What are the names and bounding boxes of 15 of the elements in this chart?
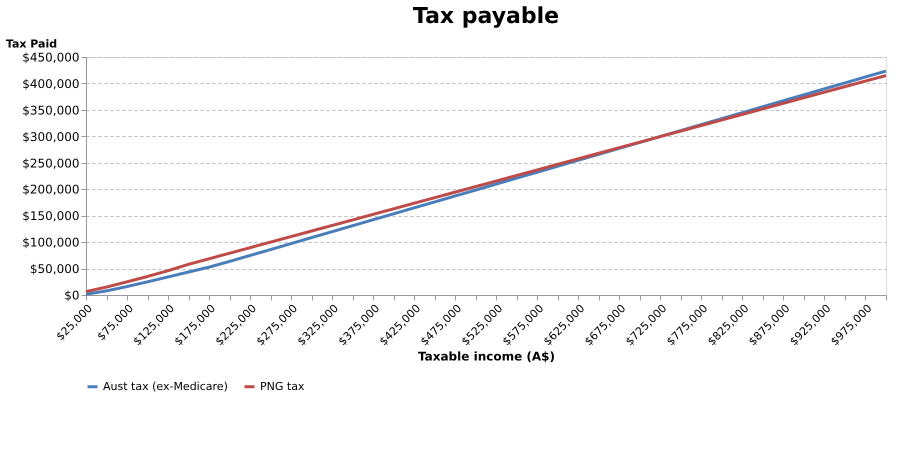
legend-label: PNG tax	[260, 380, 305, 393]
y-tick-label: $50,000	[30, 262, 80, 276]
y-tick-label: $400,000	[22, 76, 80, 91]
chart-title: Tax payable	[412, 4, 560, 29]
y-tick-label: $200,000	[22, 182, 80, 197]
y-tick-label: $250,000	[22, 156, 80, 170]
legend-label: Aust tax (ex-Medicare)	[103, 380, 228, 393]
y-tick-label: $350,000	[22, 103, 80, 118]
y-tick-label: $450,000	[22, 50, 80, 64]
y-tick-label: $0	[64, 288, 80, 302]
y-axis-title: Tax Paid	[6, 38, 58, 50]
y-tick-label: $150,000	[22, 209, 80, 224]
y-tick-label: $100,000	[22, 236, 80, 250]
x-axis-title: Taxable income (A$)	[418, 349, 556, 364]
y-tick-label: $300,000	[22, 130, 80, 144]
